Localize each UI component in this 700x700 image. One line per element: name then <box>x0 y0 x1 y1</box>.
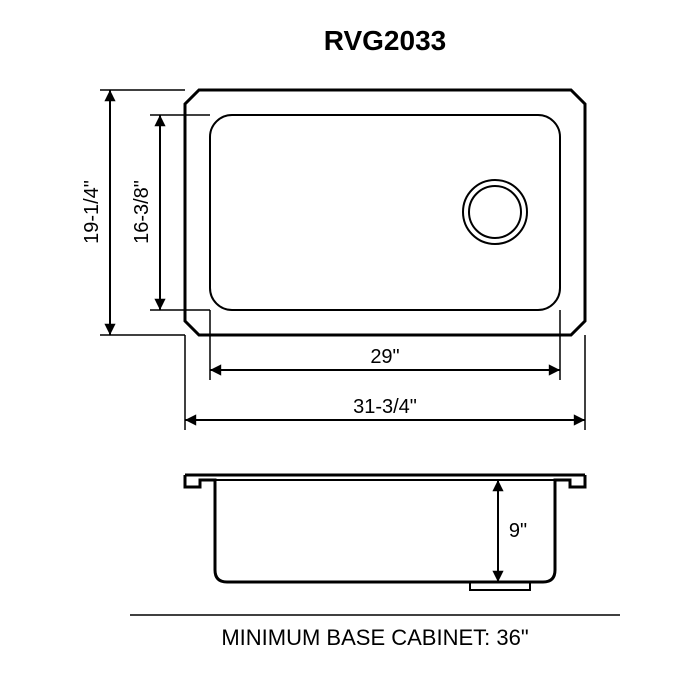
dim-outer-height-label: 19-1/4" <box>81 180 103 244</box>
dim-inner-height-label: 16-3/8" <box>131 180 153 244</box>
dim-inner-width-label: 29" <box>370 346 399 368</box>
drain-inner <box>469 186 521 238</box>
drain-outer <box>463 180 527 244</box>
footer-text: MINIMUM BASE CABINET: 36" <box>221 625 528 650</box>
dim-depth: 9" <box>498 480 527 582</box>
dim-inner-height: 16-3/8" <box>131 115 210 310</box>
dim-inner-width: 29" <box>210 310 560 380</box>
product-title: RVG2033 <box>324 25 446 56</box>
sink-inner-outline <box>210 115 560 310</box>
dim-outer-width-label: 31-3/4" <box>353 396 417 418</box>
dim-depth-label: 9" <box>509 520 527 542</box>
sink-outer-outline <box>185 90 585 335</box>
top-view <box>185 90 585 335</box>
